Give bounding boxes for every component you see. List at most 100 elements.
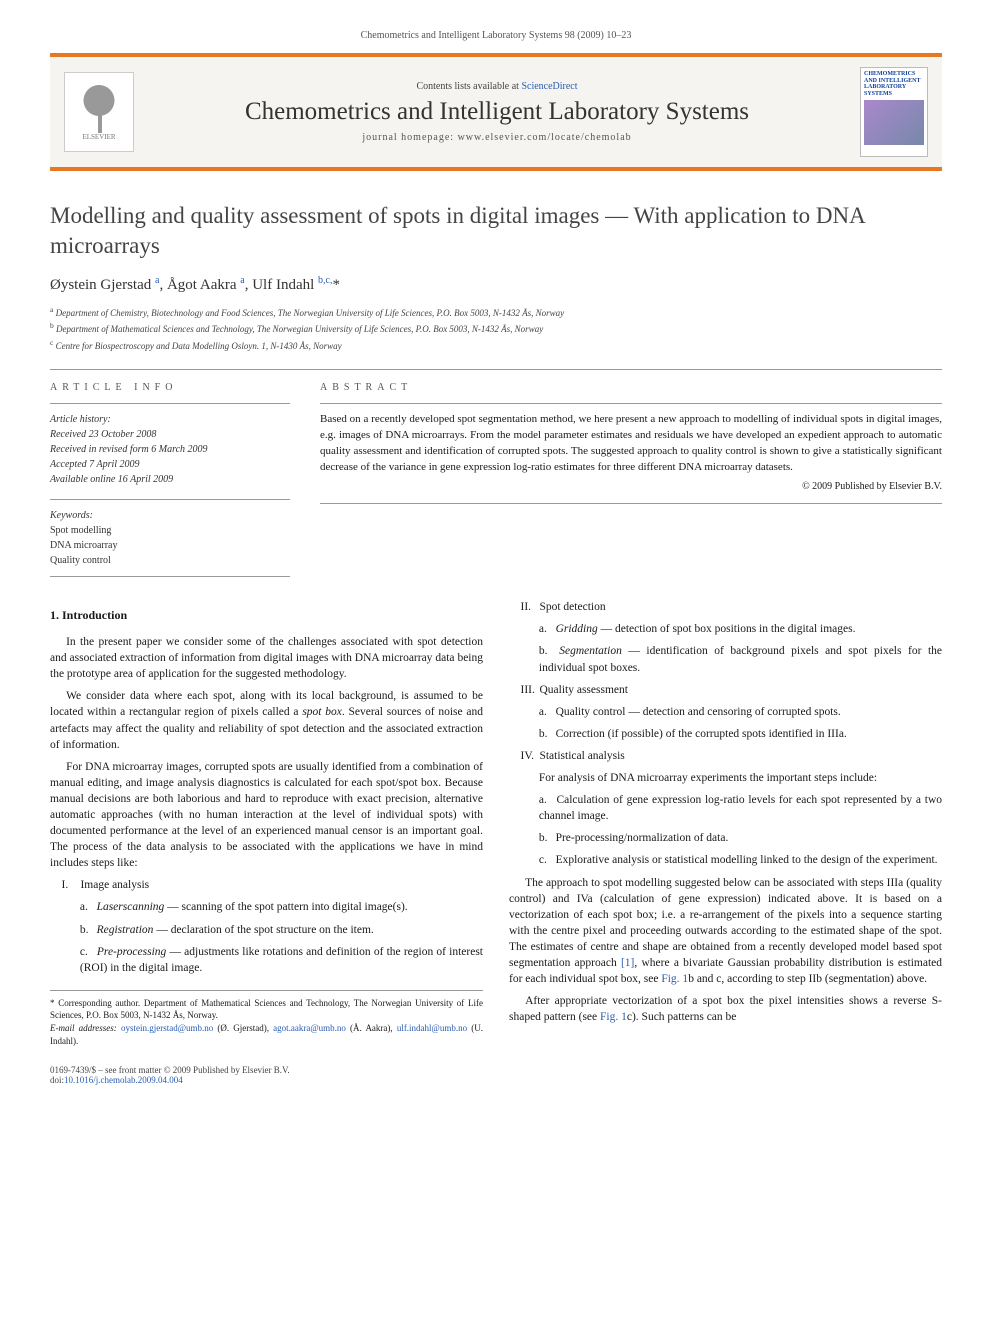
- info-abstract-row: ARTICLE INFO Article history: Received 2…: [50, 369, 942, 577]
- italic-term: Pre-processing: [97, 946, 166, 958]
- cover-line: SYSTEMS: [864, 91, 924, 98]
- abstract-body: Based on a recently developed spot segme…: [320, 413, 942, 473]
- outline-title: Spot detection: [539, 601, 605, 613]
- outline-subitem: c. Explorative analysis or statistical m…: [539, 852, 942, 868]
- history-label: Article history:: [50, 412, 290, 427]
- body-paragraph: The approach to spot modelling suggested…: [509, 875, 942, 988]
- italic-term: spot box: [302, 706, 342, 718]
- keywords-block: Keywords: Spot modelling DNA microarray …: [50, 499, 290, 577]
- history-line: Accepted 7 April 2009: [50, 457, 290, 472]
- footnote-emails: E-mail addresses: oystein.gjerstad@umb.n…: [50, 1022, 483, 1047]
- body-paragraph: We consider data where each spot, along …: [50, 688, 483, 752]
- contents-prefix: Contents lists available at: [416, 81, 521, 92]
- outline-item: I. Image analysis: [62, 877, 484, 893]
- outline-title: Quality assessment: [539, 684, 627, 696]
- text-run: Explorative analysis or statistical mode…: [556, 854, 938, 866]
- text-run: The approach to spot modelling suggested…: [509, 877, 942, 969]
- outline-title: Image analysis: [80, 879, 149, 891]
- journal-name: Chemometrics and Intelligent Laboratory …: [148, 98, 846, 126]
- italic-term: Segmentation: [559, 645, 622, 657]
- text-run: — declaration of the spot structure on t…: [153, 924, 373, 936]
- doi-line: doi:10.1016/j.chemolab.2009.04.004: [50, 1075, 290, 1085]
- keyword: DNA microarray: [50, 538, 290, 553]
- tree-icon: [79, 83, 119, 133]
- outline-marker: IV.: [521, 748, 537, 764]
- sub-marker: a.: [539, 621, 553, 637]
- outline-item: IV. Statistical analysis: [521, 748, 943, 764]
- abstract-heading: ABSTRACT: [320, 382, 942, 393]
- journal-banner: ELSEVIER Contents lists available at Sci…: [50, 53, 942, 171]
- outline-title: Statistical analysis: [539, 750, 624, 762]
- text-run: (Å. Aakra),: [346, 1023, 397, 1033]
- sub-marker: a.: [80, 899, 94, 915]
- publisher-name: ELSEVIER: [82, 133, 115, 141]
- italic-term: Registration: [97, 924, 154, 936]
- sub-marker: b.: [539, 726, 553, 742]
- cover-image-icon: [864, 100, 924, 145]
- outline-subitem: a. Gridding — detection of spot box posi…: [539, 621, 942, 637]
- authors: Øystein Gjerstad a, Ågot Aakra a, Ulf In…: [50, 275, 942, 294]
- text-run: — detection of spot box positions in the…: [598, 623, 856, 635]
- outline-subitem: b. Pre-processing/normalization of data.: [539, 830, 942, 846]
- corresponding-author-footnote: * Corresponding author. Department of Ma…: [50, 990, 483, 1047]
- sub-marker: a.: [539, 792, 553, 808]
- figure-link[interactable]: Fig. 1: [600, 1011, 627, 1023]
- sub-marker: b.: [539, 643, 553, 659]
- keyword: Spot modelling: [50, 523, 290, 538]
- homepage-url: www.elsevier.com/locate/chemolab: [458, 132, 632, 143]
- outline-subitem: b. Registration — declaration of the spo…: [80, 922, 483, 938]
- affiliations: a Department of Chemistry, Biotechnology…: [50, 304, 942, 354]
- text-run: b and c, according to step IIb (segmenta…: [688, 973, 927, 985]
- abstract-copyright: © 2009 Published by Elsevier B.V.: [320, 480, 942, 495]
- text-run: Correction (if possible) of the corrupte…: [556, 728, 847, 740]
- text-run: Calculation of gene expression log-ratio…: [539, 794, 942, 822]
- email-link[interactable]: ulf.indahl@umb.no: [397, 1023, 467, 1033]
- contents-line: Contents lists available at ScienceDirec…: [148, 81, 846, 92]
- article-info-heading: ARTICLE INFO: [50, 382, 290, 393]
- sub-marker: b.: [539, 830, 553, 846]
- italic-term: Gridding: [556, 623, 598, 635]
- emails-label: E-mail addresses:: [50, 1023, 121, 1033]
- sub-marker: c.: [80, 944, 94, 960]
- history-line: Received 23 October 2008: [50, 427, 290, 442]
- sciencedirect-link[interactable]: ScienceDirect: [521, 81, 577, 92]
- doi-prefix: doi:: [50, 1075, 64, 1085]
- body-paragraph: After appropriate vectorization of a spo…: [509, 993, 942, 1025]
- citation-link[interactable]: [1]: [621, 957, 634, 969]
- figure-link[interactable]: Fig. 1: [661, 973, 688, 985]
- keywords-label: Keywords:: [50, 508, 290, 523]
- history-line: Received in revised form 6 March 2009: [50, 442, 290, 457]
- outline-subitem: b. Segmentation — identification of back…: [539, 643, 942, 675]
- outline-marker: I.: [62, 877, 78, 893]
- article-title: Modelling and quality assessment of spot…: [50, 201, 942, 261]
- running-header: Chemometrics and Intelligent Laboratory …: [50, 30, 942, 41]
- homepage-prefix: journal homepage:: [362, 132, 457, 143]
- italic-term: Laserscanning: [97, 901, 165, 913]
- cover-line: CHEMOMETRICS: [864, 71, 924, 78]
- sub-marker: c.: [539, 852, 553, 868]
- cover-line: AND INTELLIGENT: [864, 78, 924, 85]
- doi-link[interactable]: 10.1016/j.chemolab.2009.04.004: [64, 1075, 183, 1085]
- outline-item: II. Spot detection: [521, 599, 943, 615]
- text-run: Pre-processing/normalization of data.: [556, 832, 729, 844]
- banner-center: Contents lists available at ScienceDirec…: [148, 81, 846, 143]
- outline-lead: For analysis of DNA microarray experimen…: [539, 770, 942, 786]
- email-link[interactable]: agot.aakra@umb.no: [273, 1023, 346, 1033]
- text-run: c). Such patterns can be: [627, 1011, 737, 1023]
- section-heading: 1. Introduction: [50, 607, 483, 624]
- outline-subitem: a. Calculation of gene expression log-ra…: [539, 792, 942, 824]
- article-info-column: ARTICLE INFO Article history: Received 2…: [50, 382, 290, 577]
- outline-subitem: a. Laserscanning — scanning of the spot …: [80, 899, 483, 915]
- cover-line: LABORATORY: [864, 84, 924, 91]
- outline-subitem: b. Correction (if possible) of the corru…: [539, 726, 942, 742]
- outline-subitem: a. Quality control — detection and censo…: [539, 704, 942, 720]
- outline-item: III. Quality assessment: [521, 682, 943, 698]
- sub-marker: b.: [80, 922, 94, 938]
- email-link[interactable]: oystein.gjerstad@umb.no: [121, 1023, 213, 1033]
- sub-marker: a.: [539, 704, 553, 720]
- homepage-line: journal homepage: www.elsevier.com/locat…: [148, 132, 846, 143]
- page-footer: 0169-7439/$ – see front matter © 2009 Pu…: [50, 1065, 942, 1085]
- abstract-column: ABSTRACT Based on a recently developed s…: [320, 382, 942, 577]
- history-line: Available online 16 April 2009: [50, 472, 290, 487]
- text-run: — scanning of the spot pattern into digi…: [164, 901, 407, 913]
